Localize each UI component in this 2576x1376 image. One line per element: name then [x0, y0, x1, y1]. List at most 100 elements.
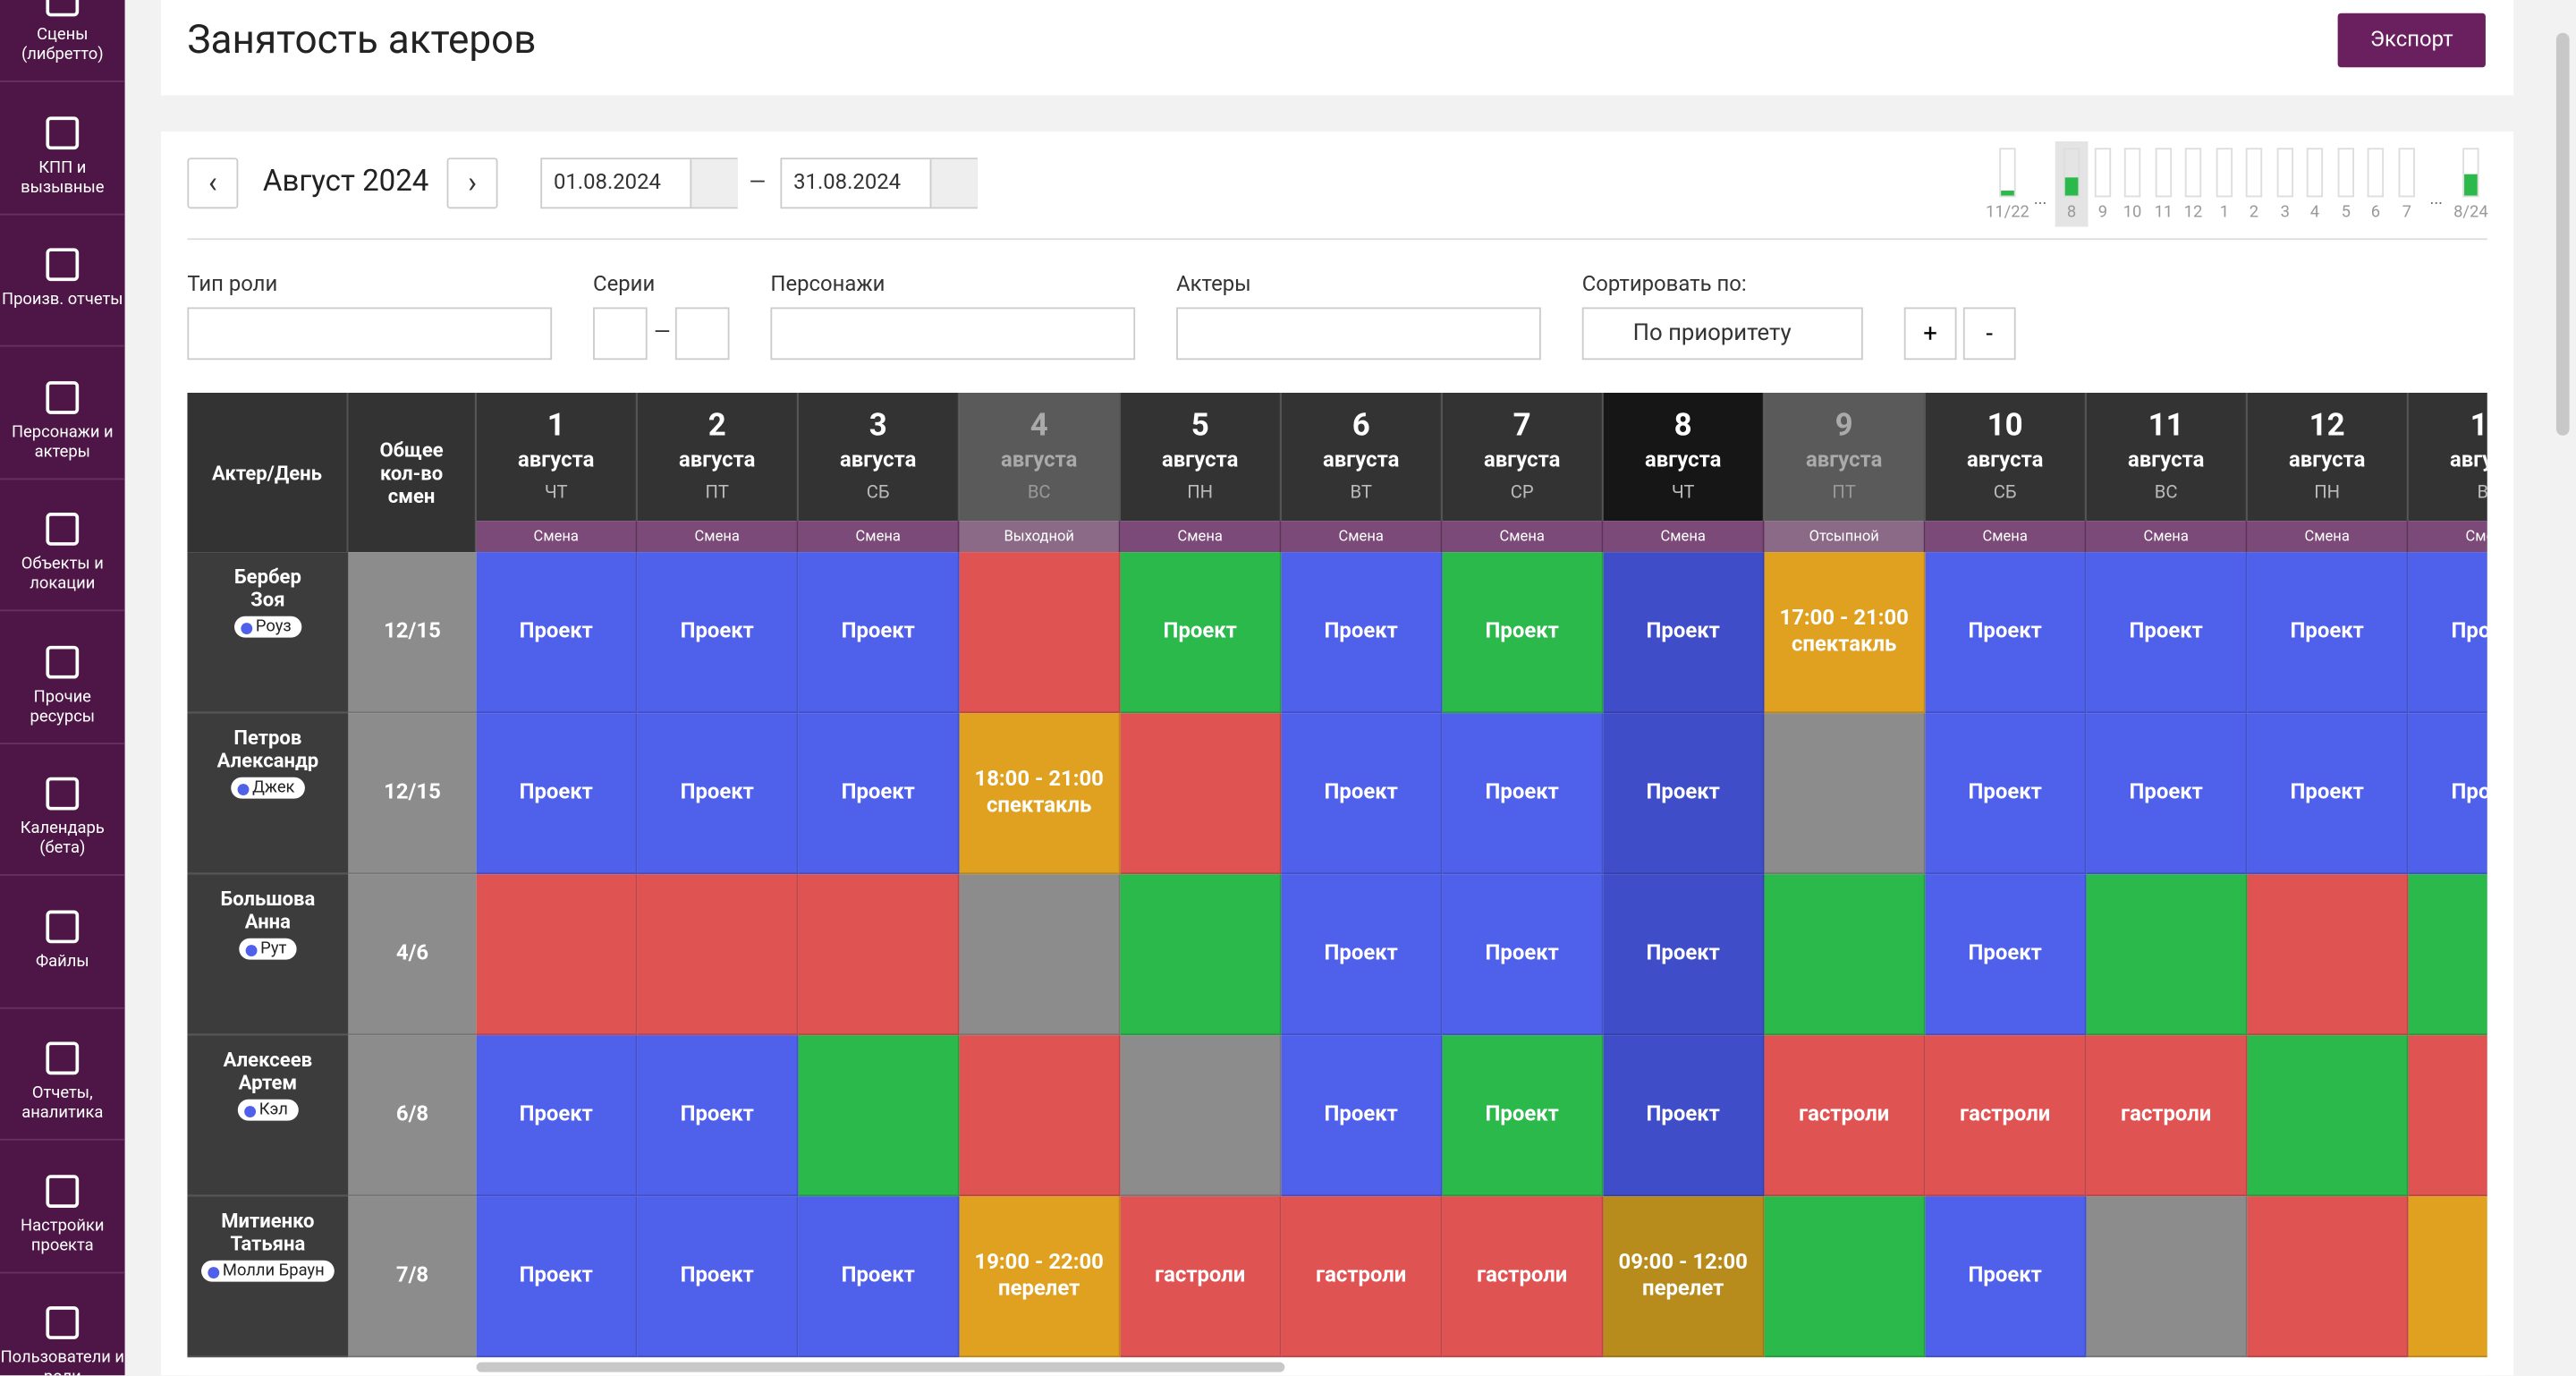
schedule-cell[interactable]: гастроли [1925, 1035, 2087, 1197]
day-number: 6 [1352, 405, 1370, 444]
sidebar-item[interactable]: Пользователи и роли [0, 1273, 125, 1375]
schedule-cell[interactable]: Проект [1603, 1035, 1765, 1197]
sort-select[interactable]: По приоритету [1581, 307, 1863, 361]
schedule-cell[interactable]: 18:00 - 21:00 спектакль [959, 713, 1121, 875]
sidebar-item[interactable]: Объекты и локации [0, 480, 125, 612]
schedule-cell[interactable] [1764, 713, 1926, 875]
schedule-cell[interactable] [476, 874, 638, 1036]
actor-name: Алексеев Артем [223, 1048, 313, 1095]
schedule-cell[interactable]: Проект [476, 713, 638, 875]
schedule-cell[interactable]: Проект [476, 1035, 638, 1197]
schedule-cell[interactable]: Проект [1281, 552, 1443, 714]
schedule-cell[interactable] [798, 874, 960, 1036]
schedule-cell[interactable]: Проект [798, 713, 960, 875]
schedule-cell[interactable]: гастроли [1442, 1196, 1604, 1358]
next-button[interactable]: › [446, 157, 498, 209]
schedule-cell[interactable] [1120, 713, 1282, 875]
schedule-cell[interactable] [2247, 1035, 2409, 1197]
schedule-cell[interactable]: Проект [2247, 552, 2409, 714]
schedule-cell[interactable]: Проект [2408, 552, 2487, 714]
schedule-cell[interactable]: Проект [2086, 713, 2248, 875]
schedule-cell[interactable]: Проект [1925, 1196, 2087, 1358]
sidebar-item[interactable]: Настройки проекта [0, 1142, 125, 1273]
schedule-cell[interactable]: 17:00 - 21:00 спектакль [1764, 552, 1926, 714]
role-pill: Рут [239, 938, 297, 960]
schedule-cell[interactable]: гастроли [1281, 1196, 1443, 1358]
sidebar-item[interactable]: Прочие ресурсы [0, 612, 125, 744]
schedule-cell[interactable]: гастроли [1764, 1035, 1926, 1197]
prev-button[interactable]: ‹ [187, 157, 239, 209]
schedule-cell[interactable]: Проект [1442, 1035, 1604, 1197]
schedule-cell[interactable]: Проект [2408, 713, 2487, 875]
filter-label: Сортировать по: [1581, 272, 1747, 298]
schedule-cell[interactable]: Проект [637, 1196, 799, 1358]
schedule-cell[interactable]: гастроли [1120, 1196, 1282, 1358]
schedule-cell[interactable]: Проект [2247, 713, 2409, 875]
schedule-cell[interactable]: Проект [1603, 874, 1765, 1036]
sidebar-item[interactable]: Календарь (бета) [0, 744, 125, 876]
schedule-cell[interactable] [2247, 1196, 2409, 1358]
day-header: 12 августа ПН [2247, 392, 2409, 522]
sidebar-label: Прочие ресурсы [30, 687, 96, 726]
timeline-label: 11 [2154, 203, 2174, 222]
schedule-cell[interactable] [2408, 1196, 2487, 1358]
schedule-cell[interactable] [798, 1035, 960, 1197]
schedule-cell[interactable] [1764, 1196, 1926, 1358]
sidebar-item[interactable]: Персонажи и актеры [0, 347, 125, 480]
sidebar-item[interactable]: Сцены (либретто) [0, 0, 125, 82]
schedule-cell[interactable]: Проект [1120, 552, 1282, 714]
schedule-cell[interactable]: Проект [798, 1196, 960, 1358]
schedule-cell[interactable] [637, 874, 799, 1036]
schedule-cell[interactable]: Проект [1603, 552, 1765, 714]
sidebar-item[interactable]: Файлы [0, 877, 125, 1008]
schedule-cell[interactable]: Проект [1281, 1035, 1443, 1197]
schedule-cell[interactable]: гастроли [2086, 1035, 2248, 1197]
sidebar-item[interactable]: Отчеты, аналитика [0, 1009, 125, 1141]
date-to[interactable]: 31.08.2024 [780, 157, 978, 209]
schedule-cell[interactable] [1120, 874, 1282, 1036]
schedule-cell[interactable]: Проект [1442, 552, 1604, 714]
schedule-cell[interactable]: Проект [1442, 874, 1604, 1036]
characters-input[interactable] [770, 307, 1136, 361]
schedule-cell[interactable] [2408, 1035, 2487, 1197]
series-to[interactable] [674, 307, 730, 361]
sidebar-item[interactable]: КПП и вызывные [0, 83, 125, 215]
schedule-cell[interactable] [959, 874, 1121, 1036]
schedule-cell[interactable]: 19:00 - 22:00 перелет [959, 1196, 1121, 1358]
schedule-cell[interactable]: Проект [1925, 552, 2087, 714]
timeline-label: 8 [2066, 203, 2077, 222]
export-button[interactable]: Экспорт [2337, 13, 2486, 68]
schedule-cell[interactable] [1764, 874, 1926, 1036]
schedule-cell[interactable] [2086, 874, 2248, 1036]
schedule-cell[interactable]: 09:00 - 12:00 перелет [1603, 1196, 1765, 1358]
schedule-cell[interactable]: Проект [1281, 713, 1443, 875]
schedule-cell[interactable]: Проект [637, 713, 799, 875]
schedule-cell[interactable]: Проект [1925, 713, 2087, 875]
schedule-cell[interactable]: Проект [1603, 713, 1765, 875]
schedule-cell[interactable]: Проект [1281, 874, 1443, 1036]
schedule-cell[interactable]: Проект [1925, 874, 2087, 1036]
schedule-cell[interactable]: Проект [798, 552, 960, 714]
series-from[interactable] [593, 307, 648, 361]
schedule-cell[interactable]: Проект [476, 1196, 638, 1358]
schedule-cell[interactable] [2247, 874, 2409, 1036]
schedule-cell[interactable]: Проект [637, 552, 799, 714]
schedule-cell[interactable]: Проект [2086, 552, 2248, 714]
schedule-cell[interactable] [2086, 1196, 2248, 1358]
actors-input[interactable] [1176, 307, 1541, 361]
schedule-cell[interactable] [959, 1035, 1121, 1197]
schedule-cell[interactable] [1120, 1035, 1282, 1197]
schedule-cell[interactable]: Проект [476, 552, 638, 714]
role-select[interactable] [187, 307, 553, 361]
minus-button[interactable]: - [1962, 307, 2016, 361]
schedule-cell[interactable] [959, 552, 1121, 714]
plus-button[interactable]: + [1903, 307, 1957, 361]
schedule-cell[interactable] [2408, 874, 2487, 1036]
shift-type: Смена [1603, 521, 1765, 553]
sidebar-item[interactable]: Произв. отчеты [0, 216, 125, 347]
day-number: 4 [1030, 405, 1048, 444]
day-number: 13 [2470, 405, 2487, 444]
schedule-cell[interactable]: Проект [637, 1035, 799, 1197]
schedule-cell[interactable]: Проект [1442, 713, 1604, 875]
date-from[interactable]: 01.08.2024 [540, 157, 738, 209]
